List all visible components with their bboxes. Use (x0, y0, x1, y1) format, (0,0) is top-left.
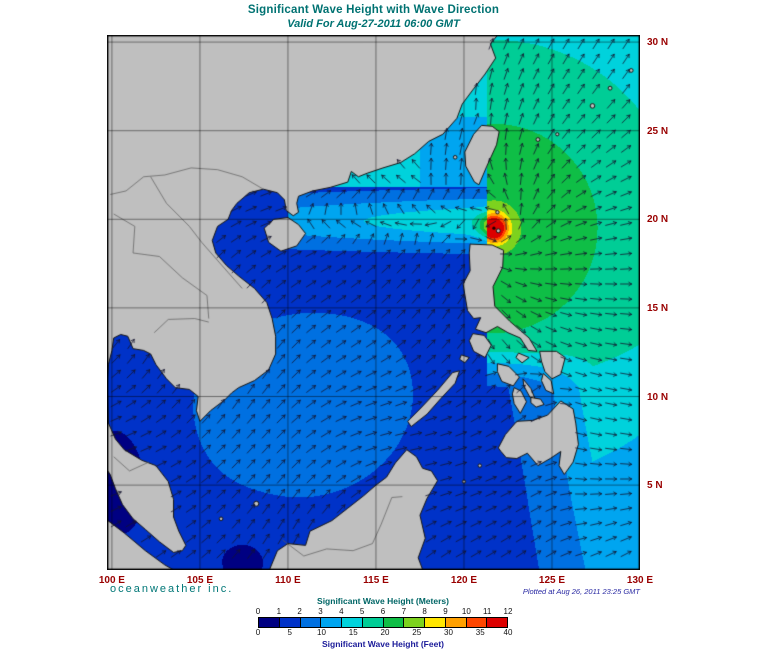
legend-meters-tick: 7 (401, 607, 407, 616)
legend-meters-tick: 8 (422, 607, 427, 616)
legend-meters-scale: 0 1 2 3 4 5 6 7 8 9 10 11 12 (255, 607, 513, 617)
legend-color-band (362, 618, 384, 627)
lat-tick-label: 25 N (647, 125, 669, 137)
legend-meters-tick: 6 (380, 607, 386, 616)
legend-color-band (321, 618, 342, 627)
legend-meters-tick: 3 (318, 607, 323, 616)
plot-valid-time: Valid For Aug-27-2011 06:00 GMT (287, 18, 460, 30)
lon-tick-label: 120 E (450, 575, 478, 586)
legend-color-band (487, 618, 507, 627)
legend-color-band (383, 618, 405, 627)
legend-feet-tick: 30 (444, 628, 453, 637)
legend-meters-tick: 5 (359, 607, 365, 616)
legend-meters-title: Significant Wave Height (Meters) (317, 596, 449, 606)
legend-color-band (300, 618, 322, 627)
legend-feet-tick: 20 (380, 628, 390, 637)
legend-color-band (425, 618, 446, 627)
legend-meters-tick: 12 (503, 607, 513, 616)
legend-meters-tick: 4 (339, 607, 344, 616)
lat-tick-label: 20 N (647, 214, 669, 226)
plotted-timestamp: Plotted at Aug 26, 2011 23:25 GMT (522, 587, 640, 596)
legend-feet-tick: 35 (475, 628, 485, 637)
legend-meters-tick: 10 (461, 607, 471, 616)
lon-tick-label: 130 E (626, 575, 654, 586)
legend-color-band (404, 618, 425, 627)
lat-tick-label: 10 N (647, 391, 669, 403)
legend-meters-tick: 1 (276, 607, 282, 616)
legend-feet-tick: 10 (317, 628, 326, 637)
legend-meters-tick: 11 (483, 607, 492, 616)
legend-feet-scale: 0 5 10 15 20 25 30 35 40 (255, 628, 513, 638)
oceanweather-branding: oceanweather inc. (110, 583, 234, 595)
lon-tick-label: 105 E (186, 575, 213, 586)
legend-color-bar (258, 617, 508, 628)
legend-color-band (445, 618, 467, 627)
legend-color-band (466, 618, 488, 627)
legend-color-band (259, 618, 280, 627)
lon-tick-label: 115 E (363, 575, 389, 586)
legend-meters-tick: 0 (255, 607, 261, 616)
lon-tick-label: 100 E (98, 575, 125, 586)
legend-feet-tick: 0 (255, 628, 261, 637)
lat-tick-label: 15 N (647, 302, 669, 314)
legend-feet-tick: 40 (503, 628, 513, 637)
legend-color-band (279, 618, 301, 627)
lat-tick-label: 30 N (647, 37, 669, 49)
legend-feet-tick: 25 (412, 628, 422, 637)
legend-meters-tick: 2 (297, 607, 302, 616)
legend-color-band (342, 618, 363, 627)
legend-feet-title: Significant Wave Height (Feet) (321, 639, 444, 649)
lon-tick-label: 125 E (538, 575, 566, 586)
legend-feet-tick: 5 (287, 628, 292, 637)
lat-tick-label: 5 N (647, 480, 663, 492)
wave-height-map-canvas (107, 35, 640, 570)
legend-feet-tick: 15 (348, 628, 358, 637)
legend-meters-tick: 9 (443, 607, 448, 616)
lon-tick-label: 110 E (275, 575, 301, 586)
plot-title: Significant Wave Height with Wave Direct… (247, 4, 500, 16)
